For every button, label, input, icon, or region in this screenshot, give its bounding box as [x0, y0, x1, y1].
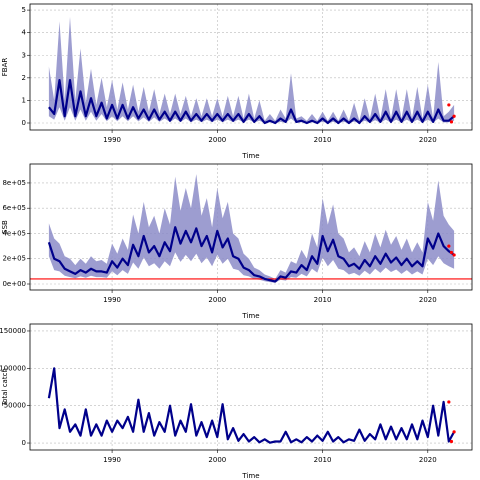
y-tick-label: 0 [22, 119, 26, 127]
x-tick-label: 2000 [208, 136, 226, 144]
x-tick-label: 2010 [314, 456, 332, 464]
y-tick-label: 50000 [4, 402, 26, 410]
y-tick-label: 4e+05 [2, 229, 26, 237]
median-line [47, 226, 455, 283]
forecast-point [449, 250, 454, 255]
x-tick-label: 1990 [103, 296, 121, 304]
x-tick-label: 2010 [314, 296, 332, 304]
y-tick-label: 1 [22, 96, 26, 104]
forecast-point [452, 253, 456, 257]
confidence-band [48, 16, 455, 123]
x-axis-label: Time [241, 152, 259, 160]
y-tick-label: 2 [22, 74, 26, 82]
x-tick-label: 2010 [314, 136, 332, 144]
y-tick-label: 2e+05 [2, 255, 26, 263]
plot-frame [29, 323, 473, 451]
x-tick-label: 1990 [103, 456, 121, 464]
forecast-point [452, 114, 456, 118]
plot-frame [29, 3, 473, 131]
forecast-point [452, 430, 456, 434]
y-tick-label: 5 [22, 6, 26, 14]
y-tick-label: 8e+05 [2, 179, 26, 187]
forecast-point [449, 120, 454, 124]
x-tick-label: 2000 [208, 456, 226, 464]
confidence-band [48, 174, 455, 283]
y-axis-label: FBAR [1, 58, 9, 77]
y-axis-label: Total catch [1, 368, 9, 407]
forecast-point [449, 439, 454, 444]
y-tick-label: 150000 [0, 327, 26, 335]
x-tick-label: 1990 [103, 136, 121, 144]
median-line [47, 367, 456, 444]
x-axis-label: Time [241, 312, 259, 320]
x-tick-label: 2020 [419, 136, 437, 144]
y-tick-label: 4 [22, 29, 27, 37]
y-tick-label: 0 [22, 439, 26, 447]
plot-frame [29, 163, 473, 291]
x-tick-label: 2020 [419, 296, 437, 304]
forecast-point [447, 400, 451, 404]
y-tick-label: 100000 [0, 364, 26, 372]
forecast-point [447, 103, 451, 107]
x-tick-label: 2000 [208, 296, 226, 304]
x-tick-label: 2020 [419, 456, 437, 464]
forecast-point [447, 244, 451, 248]
y-tick-label: 3 [22, 51, 26, 59]
y-axis-label: SSB [1, 220, 9, 234]
y-tick-label: 6e+05 [2, 204, 26, 212]
x-axis-label: Time [241, 472, 259, 480]
y-tick-label: 0e+00 [2, 280, 26, 288]
median-line [48, 79, 455, 125]
